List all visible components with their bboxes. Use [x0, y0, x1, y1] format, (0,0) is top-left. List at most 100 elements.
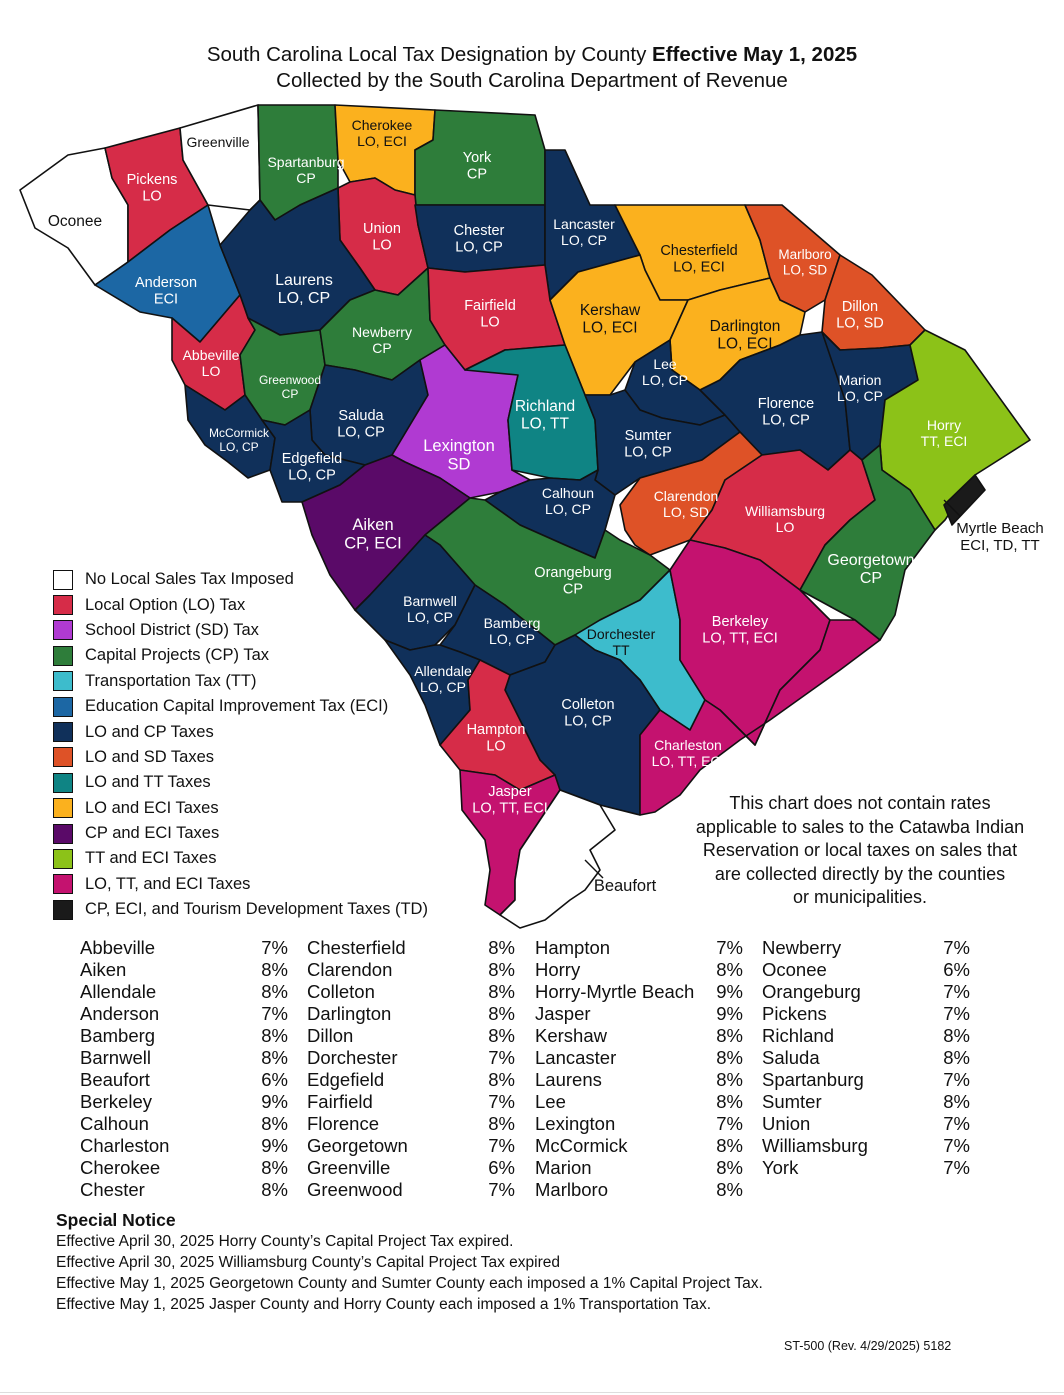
rate-row: Charleston 9%: [80, 1135, 288, 1157]
rate-row: Richland 8%: [762, 1025, 970, 1047]
rate-value: 8%: [716, 1047, 743, 1068]
legend-label: Education Capital Improvement Tax (ECI): [85, 697, 389, 716]
county-name-label: Lexington: [423, 437, 495, 455]
legend-swatch: [53, 899, 73, 920]
rate-row: Bamberg 8%: [80, 1025, 288, 1047]
rate-county-name: Orangeburg: [762, 981, 861, 1002]
rate-county-name: Richland: [762, 1025, 834, 1046]
rate-value: 7%: [943, 1135, 970, 1156]
legend-label: LO and CP Taxes: [85, 722, 214, 741]
rate-value: 8%: [716, 1069, 743, 1090]
rate-county-name: Bamberg: [80, 1025, 156, 1046]
legend-item: School District (SD) Tax: [53, 618, 428, 643]
rate-column: Hampton 7% Horry 8% Horry-Myrtle Beach 9% Jasp…: [535, 937, 743, 1201]
county-tax-label: CP, ECI: [344, 535, 401, 553]
rate-county-name: Lexington: [535, 1113, 616, 1134]
rate-row: Darlington 8%: [307, 1003, 515, 1025]
rate-county-name: Kershaw: [535, 1025, 607, 1046]
county-name-label: Cherokee: [352, 117, 413, 133]
rate-county-name: Marion: [535, 1157, 592, 1178]
rate-value: 7%: [488, 1047, 515, 1068]
county-tax-label: LO: [372, 238, 391, 254]
disclaimer-line: applicable to sales to the Catawba India…: [695, 816, 1025, 837]
rate-county-name: Pickens: [762, 1003, 827, 1024]
rate-column: Chesterfield 8% Clarendon 8% Colleton 8% Darli…: [307, 937, 515, 1201]
rate-county-name: Allendale: [80, 981, 157, 1002]
legend-item: CP and ECI Taxes: [53, 821, 428, 846]
county-name-label: Beaufort: [594, 877, 657, 895]
county-tax-label: LO, CP: [561, 232, 607, 248]
county-tax-label: LO, ECI: [582, 320, 637, 337]
legend-swatch: [53, 823, 73, 844]
rate-value: 6%: [943, 959, 970, 980]
county-name-label: Dorchester: [587, 626, 656, 642]
county-name-label: Laurens: [275, 272, 333, 289]
county-tax-label: LO: [776, 519, 795, 535]
county-tax-label: LO, SD: [836, 316, 884, 332]
rate-county-name: Fairfield: [307, 1091, 373, 1112]
rate-county-name: Aiken: [80, 959, 127, 980]
rate-column: Abbeville 7% Aiken 8% Allendale 8% Anderson 7% B…: [80, 937, 288, 1201]
rate-county-name: Darlington: [307, 1003, 392, 1024]
county-name-label: Spartanburg: [267, 154, 344, 170]
rate-county-name: Saluda: [762, 1047, 820, 1068]
legend-swatch: [53, 848, 73, 869]
rate-row: Allendale 8%: [80, 981, 288, 1003]
rate-row: Cherokee 8%: [80, 1157, 288, 1179]
legend-swatch: [53, 798, 73, 819]
rate-row: Horry 8%: [535, 959, 743, 981]
rate-row: Laurens 8%: [535, 1069, 743, 1091]
rate-row: Edgefield 8%: [307, 1069, 515, 1091]
county-name-label: Edgefield: [282, 451, 342, 467]
rate-value: 8%: [488, 959, 515, 980]
county-tax-label: CP: [467, 167, 487, 183]
county-tax-label: ECI: [154, 292, 178, 308]
rate-row: Greenville 6%: [307, 1157, 515, 1179]
rate-row: Hampton 7%: [535, 937, 743, 959]
legend-item: Capital Projects (CP) Tax: [53, 643, 428, 668]
county-charleston: [639, 619, 881, 816]
rate-value: 7%: [943, 1003, 970, 1024]
legend-swatch: [53, 747, 73, 768]
county-tax-label: LO, ECI: [357, 133, 407, 149]
county-tax-label: LO: [480, 315, 499, 331]
county-tax-label: LO, SD: [783, 263, 828, 278]
rate-value: 7%: [716, 1113, 743, 1134]
rate-county-name: Clarendon: [307, 959, 393, 980]
legend-item: Local Option (LO) Tax: [53, 592, 428, 617]
rate-county-name: Chester: [80, 1179, 145, 1200]
rate-row: Marion 8%: [535, 1157, 743, 1179]
legend-item: TT and ECI Taxes: [53, 846, 428, 871]
county-tax-label: SD: [448, 456, 471, 474]
county-tax-label: LO, CP: [420, 679, 466, 695]
county-tax-label: LO, CP: [564, 714, 612, 730]
rate-row: Lee 8%: [535, 1091, 743, 1113]
legend-label: Local Option (LO) Tax: [85, 595, 246, 614]
rate-value: 9%: [261, 1091, 288, 1112]
county-tax-label: LO, CP: [642, 372, 688, 388]
county-name-label: Calhoun: [542, 485, 594, 501]
county-name-label: Orangeburg: [534, 565, 611, 581]
legend-swatch: [53, 595, 73, 616]
county-tax-label: LO, CP: [624, 445, 672, 461]
title-main: South Carolina Local Tax Designation by …: [206, 43, 647, 66]
rate-county-name: Spartanburg: [762, 1069, 864, 1090]
legend-swatch: [53, 722, 73, 743]
county-tax-label: LO, ECI: [717, 336, 772, 353]
rate-row: Jasper 9%: [535, 1003, 743, 1025]
county-georgetown: [799, 444, 936, 641]
county-name-label: Lancaster: [553, 216, 615, 232]
rate-row: Lancaster 8%: [535, 1047, 743, 1069]
rate-value: 8%: [943, 1047, 970, 1068]
rate-row: Georgetown 7%: [307, 1135, 515, 1157]
county-name-label: Pickens: [127, 172, 178, 188]
legend-label: LO and SD Taxes: [85, 747, 215, 766]
rate-row: Aiken 8%: [80, 959, 288, 981]
page-bottom-rule: [0, 1392, 1064, 1393]
rate-county-name: Barnwell: [80, 1047, 151, 1068]
rate-county-name: Beaufort: [80, 1069, 150, 1090]
county-tax-label: LO, CP: [288, 468, 336, 484]
legend-label: Transportation Tax (TT): [85, 671, 257, 690]
legend-item: No Local Sales Tax Imposed: [53, 567, 428, 592]
rate-value: 7%: [943, 1157, 970, 1178]
